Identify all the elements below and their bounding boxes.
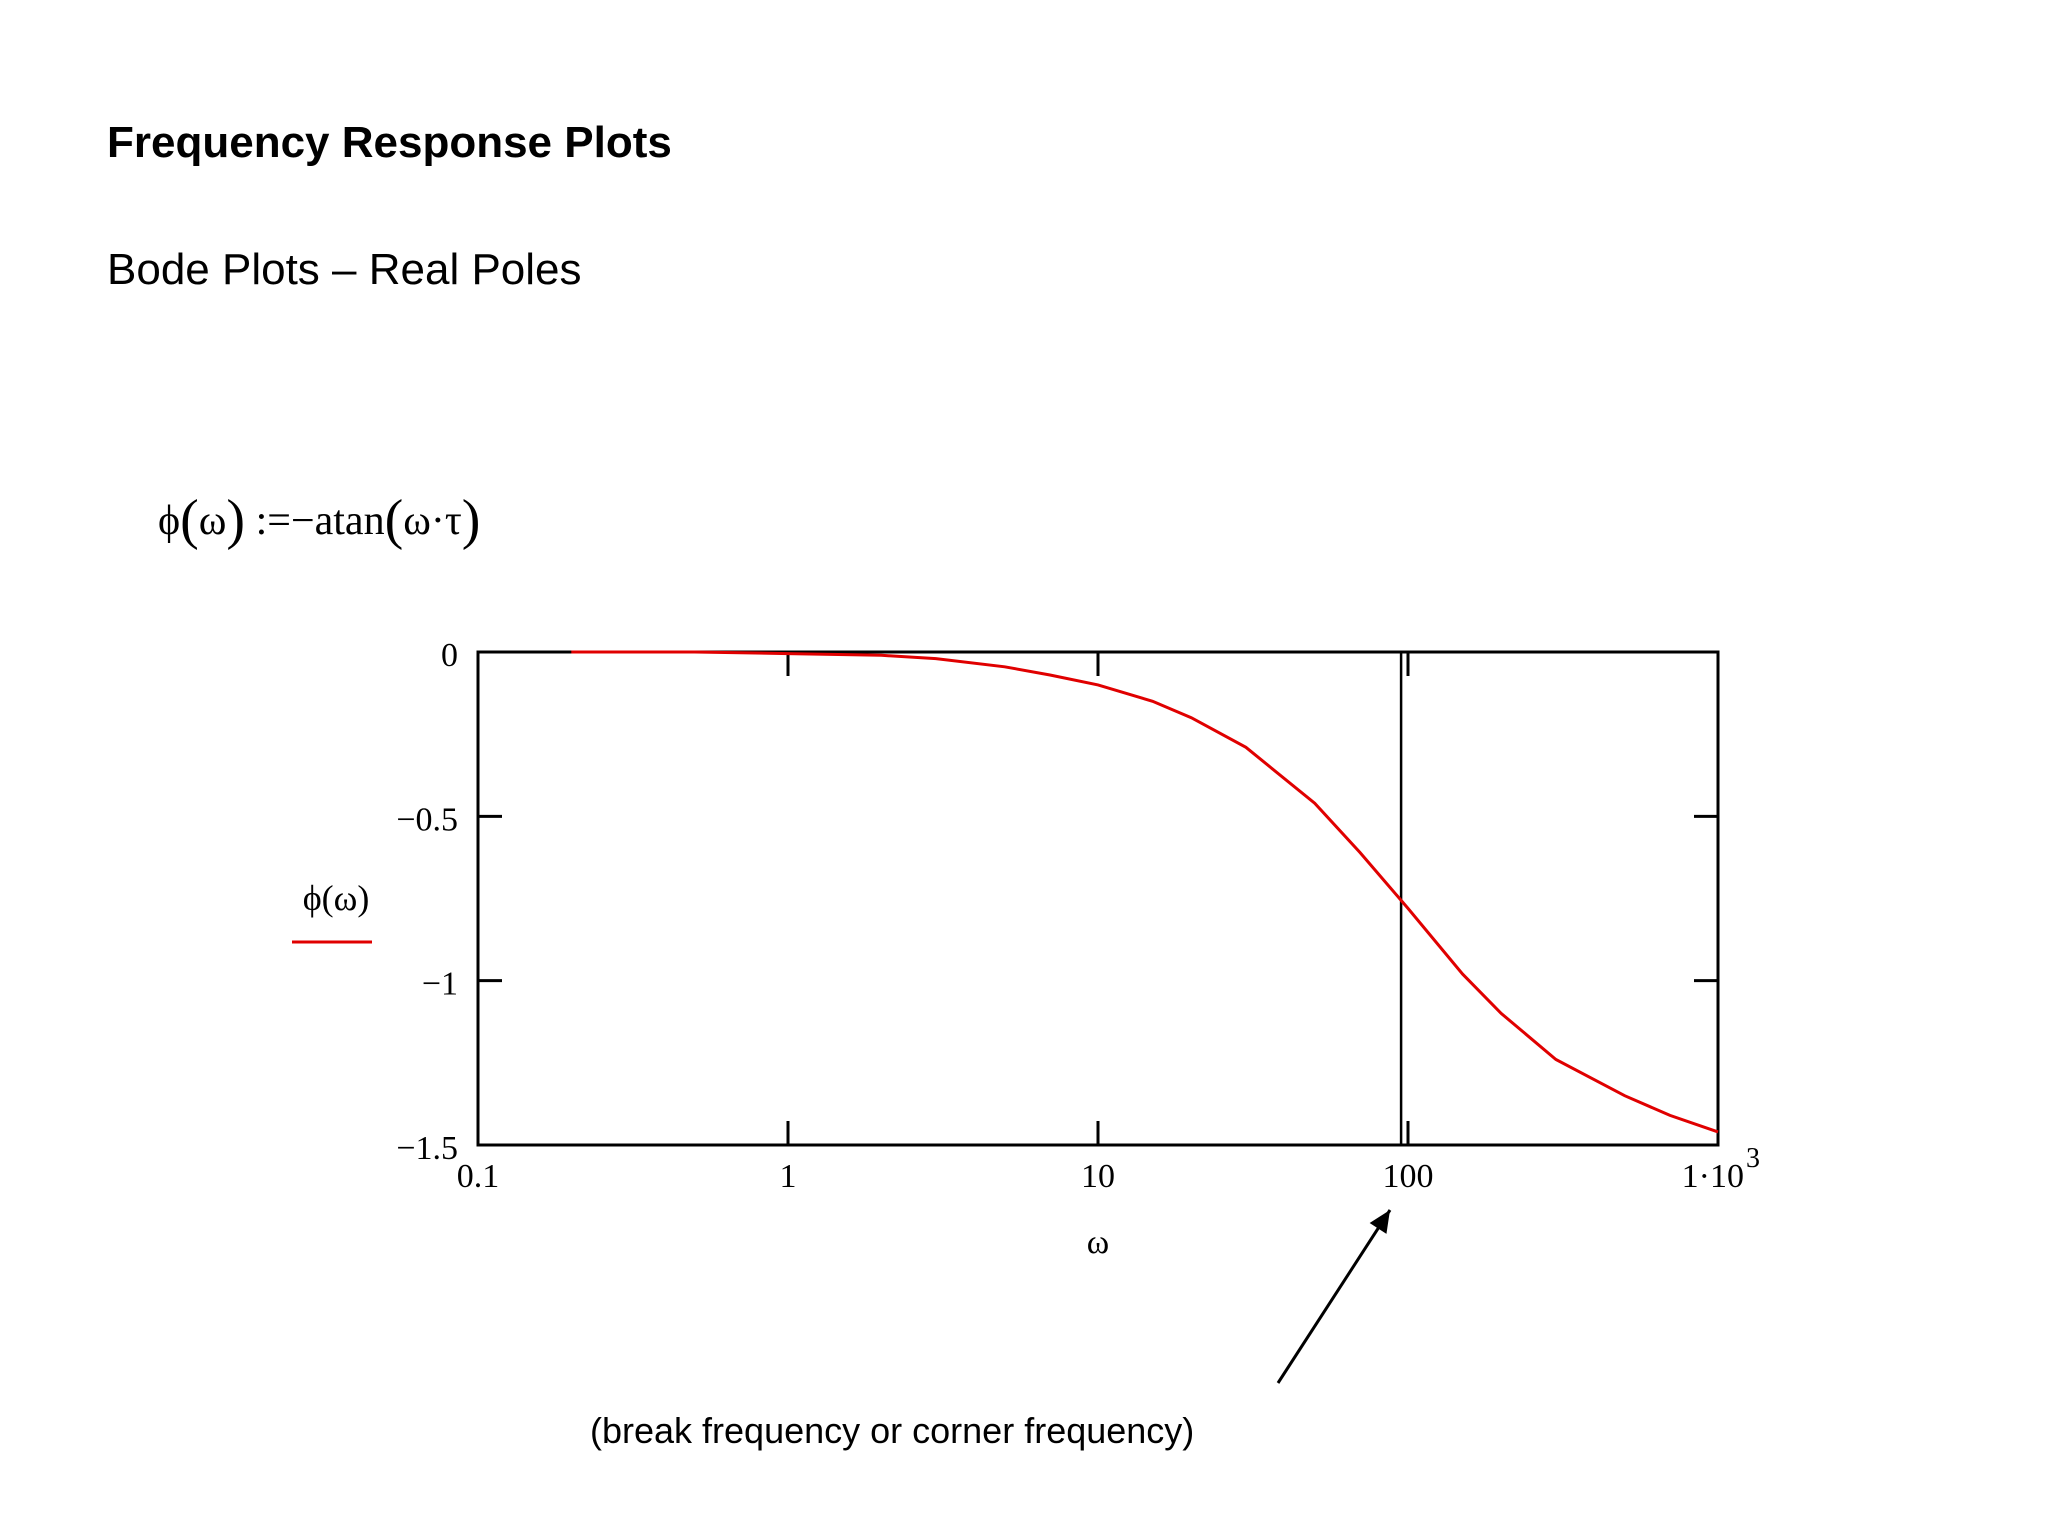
x-tick-label-2: 10 xyxy=(1081,1158,1115,1195)
x-tick-label-0: 0.1 xyxy=(457,1158,500,1195)
formula-rhs-paren-open: ( xyxy=(384,489,404,551)
formula: ϕ(ω) :=−atan(ω·τ) xyxy=(158,488,480,552)
y-tick-label-2: −1 xyxy=(422,966,458,1003)
plot-ticks xyxy=(476,650,1720,1147)
x-axis-label: ω xyxy=(1087,1224,1109,1261)
x-tick-exponent-4: 3 xyxy=(1746,1143,1760,1174)
annotation-arrow xyxy=(1276,1209,1392,1384)
arrow-shaft xyxy=(1276,1209,1392,1384)
plot-frame xyxy=(476,650,1720,1147)
phase-curve xyxy=(571,650,1719,1134)
x-tick-label-3: 100 xyxy=(1383,1158,1434,1195)
page-subheading: Bode Plots – Real Poles xyxy=(107,245,582,294)
caption: (break frequency or corner frequency) xyxy=(590,1410,1195,1451)
arrow-head xyxy=(1369,1210,1390,1234)
y-tick-label-0: 0 xyxy=(441,637,458,674)
x-tick-labels: 0.1 1 10 100 1·10 3 xyxy=(457,1143,1760,1195)
formula-lhs-arg: ω xyxy=(198,498,227,544)
legend-label: ϕ(ω) xyxy=(303,878,370,918)
formula-rhs-func: −atan xyxy=(290,498,385,544)
y-tick-label-1: −0.5 xyxy=(396,801,458,838)
formula-paren-open: ( xyxy=(180,489,199,551)
formula-rhs-arg: ω·τ xyxy=(403,498,462,544)
y-tick-label-3: −1.5 xyxy=(396,1130,458,1167)
formula-lhs: ϕ xyxy=(158,498,181,544)
formula-assign: := xyxy=(255,498,291,544)
x-tick-label-1: 1 xyxy=(780,1158,797,1195)
page-heading: Frequency Response Plots xyxy=(107,118,672,167)
formula-paren-close: ) xyxy=(226,489,246,551)
formula-rhs-paren-close: ) xyxy=(461,489,481,551)
x-tick-label-4: 1·10 xyxy=(1682,1158,1744,1195)
y-tick-labels: 0 −0.5 −1 −1.5 xyxy=(396,637,458,1167)
